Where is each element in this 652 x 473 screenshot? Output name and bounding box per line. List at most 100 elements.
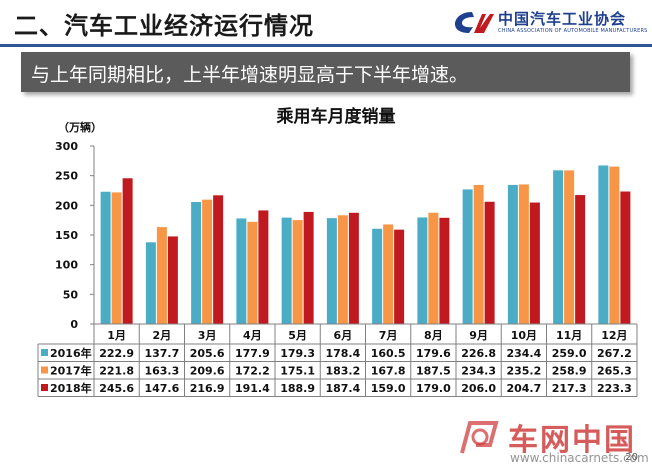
- bar-2018年-8月: [439, 217, 450, 324]
- x-tick-label: 10月: [511, 329, 537, 342]
- bar-2018年-9月: [484, 201, 495, 324]
- bar-2017年-7月: [383, 224, 394, 324]
- page-title: 二、汽车工业经济运行情况: [14, 12, 314, 40]
- data-label: 163.3: [144, 365, 179, 378]
- data-label: 183.2: [325, 365, 360, 378]
- data-label: 179.3: [280, 347, 315, 360]
- data-label: 172.2: [235, 365, 270, 378]
- legend-label: 2016年: [50, 346, 92, 360]
- data-label: 235.2: [506, 365, 541, 378]
- x-tick-label: 7月: [379, 329, 398, 342]
- data-label: 222.9: [99, 347, 134, 360]
- bar-2017年-3月: [202, 199, 213, 324]
- watermark-url: www.chinacarnets.com: [510, 451, 649, 465]
- data-label: 245.6: [99, 382, 134, 395]
- bar-2017年-1月: [111, 192, 122, 324]
- bar-2017年-10月: [518, 184, 529, 324]
- legend-swatch-2018年: [41, 384, 48, 391]
- data-label: 234.4: [506, 347, 541, 360]
- bar-2016年-7月: [372, 228, 383, 324]
- header-rule: [0, 44, 652, 47]
- data-label: 206.0: [461, 382, 496, 395]
- data-label: 167.8: [371, 365, 406, 378]
- logo-mark-icon: [455, 12, 494, 33]
- page-number: 20: [625, 452, 638, 463]
- legend-swatch-2017年: [41, 366, 48, 374]
- bar-2016年-5月: [281, 217, 292, 324]
- data-label: 191.4: [235, 382, 270, 395]
- chart-title: 乘用车月度销量: [276, 106, 396, 127]
- x-tick-label: 11月: [556, 329, 582, 342]
- legend-label: 2017年: [50, 364, 92, 378]
- data-label: 179.6: [416, 347, 451, 360]
- bar-2017年-11月: [564, 170, 575, 324]
- watermark: 车网中国 www.chinacarnets.com: [456, 413, 649, 471]
- bar-2016年-12月: [598, 165, 609, 324]
- bar-2016年-9月: [462, 189, 473, 324]
- x-tick-label: 8月: [424, 329, 443, 342]
- summary-text: 与上年同期相比，上半年增速明显高于下半年增速。: [31, 64, 469, 86]
- data-label: 179.0: [416, 382, 451, 395]
- x-tick-label: 12月: [601, 329, 627, 342]
- bar-2016年-4月: [236, 218, 247, 324]
- monthly-sales-chart: 乘用车月度销量 （万辆） 0 50 100 150 200 250 300 1月 2月 3月 4月 5…: [37, 106, 638, 397]
- bar-2016年-11月: [553, 170, 564, 324]
- y-tick-label: 250: [55, 170, 78, 183]
- x-tick-label: 5月: [288, 329, 307, 342]
- x-tick-label: 9月: [469, 329, 488, 342]
- x-tick-label: 3月: [198, 329, 217, 342]
- bar-2018年-11月: [575, 195, 586, 324]
- bar-2018年-10月: [529, 202, 540, 324]
- data-label: 209.6: [190, 365, 225, 378]
- bar-2017年-4月: [247, 221, 258, 324]
- bar-2016年-8月: [417, 217, 428, 324]
- bar-2016年-10月: [507, 184, 518, 324]
- data-label: 188.9: [280, 382, 315, 395]
- x-tick-label: 6月: [334, 329, 353, 342]
- data-label: 226.8: [461, 347, 496, 360]
- bar-2016年-3月: [191, 202, 202, 324]
- data-label: 187.5: [416, 365, 451, 378]
- data-label: 223.3: [597, 382, 632, 395]
- data-label: 217.3: [552, 382, 587, 395]
- data-label: 175.1: [280, 365, 315, 378]
- y-tick-label: 0: [70, 318, 78, 331]
- header: 二、汽车工业经济运行情况 中国汽车工业协会 CHINA ASSOCIATION …: [0, 0, 652, 44]
- data-label: 267.2: [597, 347, 632, 360]
- bar-2016年-1月: [100, 191, 111, 324]
- data-label: 177.9: [235, 347, 270, 360]
- logo-name: 中国汽车工业协会: [498, 10, 627, 28]
- unit-label: （万辆）: [58, 120, 102, 134]
- x-tick-label: 2月: [153, 329, 172, 342]
- watermark-text: 车网中国: [508, 423, 636, 458]
- bar-2018年-12月: [620, 191, 631, 324]
- data-label: 187.4: [325, 382, 360, 395]
- summary-banner: 与上年同期相比，上半年增速明显高于下半年增速。: [21, 52, 630, 92]
- data-label: 160.5: [371, 347, 406, 360]
- bar-2018年-3月: [213, 195, 224, 324]
- legend-label: 2018年: [50, 381, 92, 395]
- bar-2017年-2月: [156, 227, 167, 324]
- bar-2018年-6月: [348, 212, 359, 324]
- bar-2018年-4月: [258, 210, 269, 324]
- data-label: 204.7: [506, 382, 541, 395]
- bar-2018年-2月: [167, 236, 178, 324]
- x-tick-label: 1月: [107, 329, 126, 342]
- data-label: 137.7: [144, 347, 179, 360]
- bar-2016年-2月: [145, 242, 156, 324]
- bar-2017年-5月: [292, 220, 303, 324]
- watermark-logo-icon: [460, 421, 499, 454]
- bar-2016年-6月: [326, 218, 337, 324]
- data-label: 178.4: [325, 347, 360, 360]
- y-tick-label: 50: [63, 288, 79, 301]
- logo-english: CHINA ASSOCIATION OF AUTOMOBILE MANUFACT…: [498, 28, 648, 34]
- y-tick-label: 100: [55, 259, 78, 272]
- data-label: 234.3: [461, 365, 496, 378]
- data-label: 259.0: [552, 347, 587, 360]
- bar-2017年-6月: [337, 215, 348, 324]
- data-label: 205.6: [190, 347, 225, 360]
- data-label: 265.3: [597, 365, 632, 378]
- bar-2017年-9月: [473, 184, 484, 324]
- bar-2018年-7月: [394, 229, 405, 324]
- y-tick-label: 300: [55, 140, 78, 153]
